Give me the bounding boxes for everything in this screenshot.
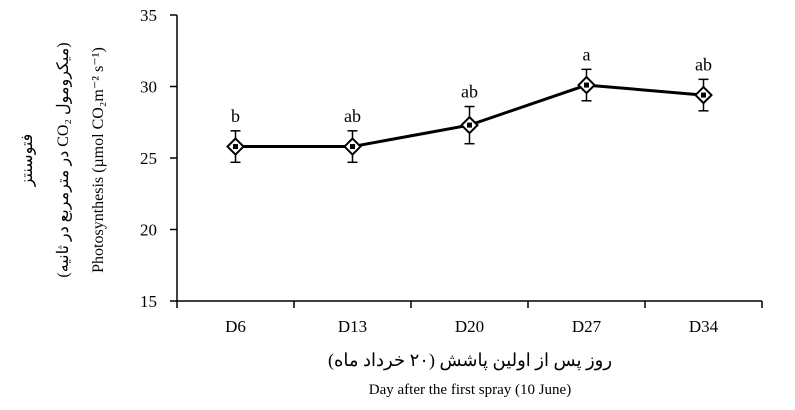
y-axis-title-fa-2: (میکرومول CO₂ در مترمربع در ثانیه) — [55, 42, 72, 277]
y-tick-label: 30 — [140, 78, 157, 97]
x-axis-title-fa: روز پس از اولین پاشش (۲۰ خرداد ماه) — [328, 350, 612, 371]
y-tick-label: 15 — [140, 292, 157, 311]
significance-label: ab — [461, 82, 478, 102]
significance-label: ab — [695, 54, 712, 74]
y-tick-label: 25 — [140, 149, 157, 168]
x-tick-label: D6 — [225, 317, 246, 336]
data-point-center — [467, 122, 472, 128]
y-tick-label: 35 — [140, 6, 157, 25]
significance-label: a — [583, 44, 591, 64]
y-axis-title-fa-1: فتوسنتز — [19, 134, 36, 188]
x-tick-label: D20 — [455, 317, 484, 336]
data-point-center — [584, 82, 589, 88]
y-tick-label: 20 — [140, 221, 157, 240]
x-tick-label: D34 — [689, 317, 719, 336]
y-axis-title: فتوسنتز (میکرومول CO₂ در مترمربع در ثانی… — [19, 42, 107, 277]
y-ticks: 15 20 25 30 35 — [140, 6, 177, 311]
data-point-center — [350, 144, 355, 150]
significance-label: ab — [344, 106, 361, 126]
x-tick-label: D13 — [338, 317, 367, 336]
y-axis-title-en: Photosynthesis (µmol CO₂m⁻² s⁻¹) — [90, 47, 107, 273]
plot-area: b ab ab a ab — [226, 44, 713, 164]
data-point-center — [701, 92, 706, 98]
x-tick-label: D27 — [572, 317, 602, 336]
significance-label: b — [231, 106, 240, 126]
data-point-center — [233, 144, 238, 150]
x-ticks: D6 D13 D20 D27 D34 — [176, 301, 763, 336]
x-axis-title-en: Day after the first spray (10 June) — [369, 382, 571, 398]
